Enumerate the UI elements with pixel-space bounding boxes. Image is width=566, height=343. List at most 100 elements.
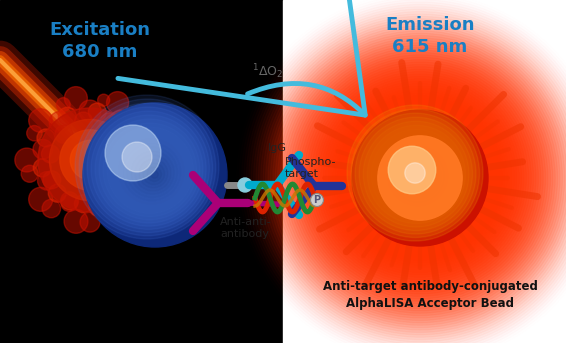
Circle shape: [97, 94, 110, 106]
Circle shape: [49, 111, 70, 132]
Text: Anti-target antibody-conjugated
AlphaLISA Acceptor Bead: Anti-target antibody-conjugated AlphaLIS…: [323, 280, 538, 310]
Text: 680 nm: 680 nm: [62, 43, 138, 61]
Circle shape: [238, 178, 252, 192]
Circle shape: [75, 95, 219, 239]
Circle shape: [61, 192, 79, 210]
Circle shape: [122, 142, 152, 172]
Circle shape: [37, 172, 56, 190]
Circle shape: [106, 92, 128, 114]
Circle shape: [93, 199, 108, 214]
Circle shape: [48, 184, 66, 202]
Circle shape: [83, 103, 227, 247]
Circle shape: [271, 28, 566, 328]
Circle shape: [416, 174, 423, 181]
Circle shape: [109, 110, 132, 133]
Circle shape: [268, 26, 566, 330]
Circle shape: [61, 194, 78, 212]
Circle shape: [321, 79, 519, 277]
Circle shape: [408, 166, 431, 189]
Circle shape: [311, 69, 529, 287]
Circle shape: [306, 64, 534, 292]
Circle shape: [392, 150, 444, 202]
Circle shape: [111, 131, 190, 210]
Circle shape: [127, 137, 150, 161]
Circle shape: [43, 171, 61, 189]
Bar: [283, 0, 566, 343]
Circle shape: [70, 140, 110, 180]
Circle shape: [107, 127, 194, 213]
Circle shape: [335, 93, 505, 263]
Circle shape: [384, 142, 452, 210]
Circle shape: [137, 122, 158, 143]
Circle shape: [80, 212, 100, 232]
Circle shape: [299, 57, 541, 299]
Circle shape: [88, 103, 106, 121]
Circle shape: [130, 158, 148, 176]
Circle shape: [127, 147, 177, 198]
Circle shape: [337, 96, 503, 260]
Circle shape: [400, 158, 438, 196]
Circle shape: [121, 130, 139, 148]
Circle shape: [135, 176, 158, 199]
Circle shape: [38, 108, 142, 212]
Circle shape: [33, 159, 52, 177]
Circle shape: [290, 48, 550, 308]
Circle shape: [375, 133, 458, 216]
Circle shape: [325, 84, 514, 272]
Circle shape: [103, 123, 196, 216]
Circle shape: [139, 159, 168, 188]
Circle shape: [29, 109, 52, 132]
Circle shape: [273, 31, 566, 325]
Circle shape: [21, 165, 38, 182]
Circle shape: [123, 143, 181, 201]
Circle shape: [342, 100, 498, 256]
Circle shape: [340, 98, 500, 258]
Circle shape: [37, 129, 55, 147]
Circle shape: [83, 103, 213, 233]
Circle shape: [120, 182, 134, 196]
Circle shape: [355, 113, 476, 234]
Circle shape: [99, 119, 200, 220]
Circle shape: [287, 45, 553, 311]
Circle shape: [151, 171, 158, 178]
Circle shape: [351, 109, 479, 237]
Circle shape: [125, 144, 143, 162]
Circle shape: [345, 103, 495, 253]
Circle shape: [319, 76, 522, 280]
Circle shape: [265, 24, 566, 332]
Circle shape: [100, 113, 118, 131]
Circle shape: [352, 110, 488, 246]
Circle shape: [74, 195, 92, 213]
Circle shape: [412, 170, 427, 185]
Circle shape: [275, 33, 565, 323]
Circle shape: [285, 43, 555, 313]
Circle shape: [328, 86, 512, 270]
Text: Excitation: Excitation: [49, 21, 151, 39]
Circle shape: [116, 185, 134, 203]
Circle shape: [105, 125, 161, 181]
Circle shape: [95, 115, 203, 223]
Circle shape: [15, 148, 38, 172]
Circle shape: [140, 163, 162, 185]
Circle shape: [131, 154, 143, 166]
Circle shape: [143, 163, 165, 185]
Circle shape: [371, 129, 462, 220]
Circle shape: [79, 99, 216, 236]
Circle shape: [57, 98, 70, 111]
Bar: [0, 0, 283, 343]
Circle shape: [114, 118, 132, 135]
Circle shape: [115, 135, 187, 207]
Circle shape: [64, 210, 88, 233]
Circle shape: [100, 188, 118, 206]
Circle shape: [347, 105, 483, 241]
Circle shape: [388, 146, 436, 194]
Circle shape: [131, 115, 144, 129]
Circle shape: [115, 168, 133, 186]
Circle shape: [280, 38, 560, 318]
Circle shape: [75, 112, 93, 130]
Circle shape: [350, 108, 490, 248]
Text: Phospho-
target: Phospho- target: [285, 157, 337, 179]
Circle shape: [316, 74, 524, 282]
Circle shape: [333, 91, 507, 265]
Circle shape: [55, 125, 73, 143]
